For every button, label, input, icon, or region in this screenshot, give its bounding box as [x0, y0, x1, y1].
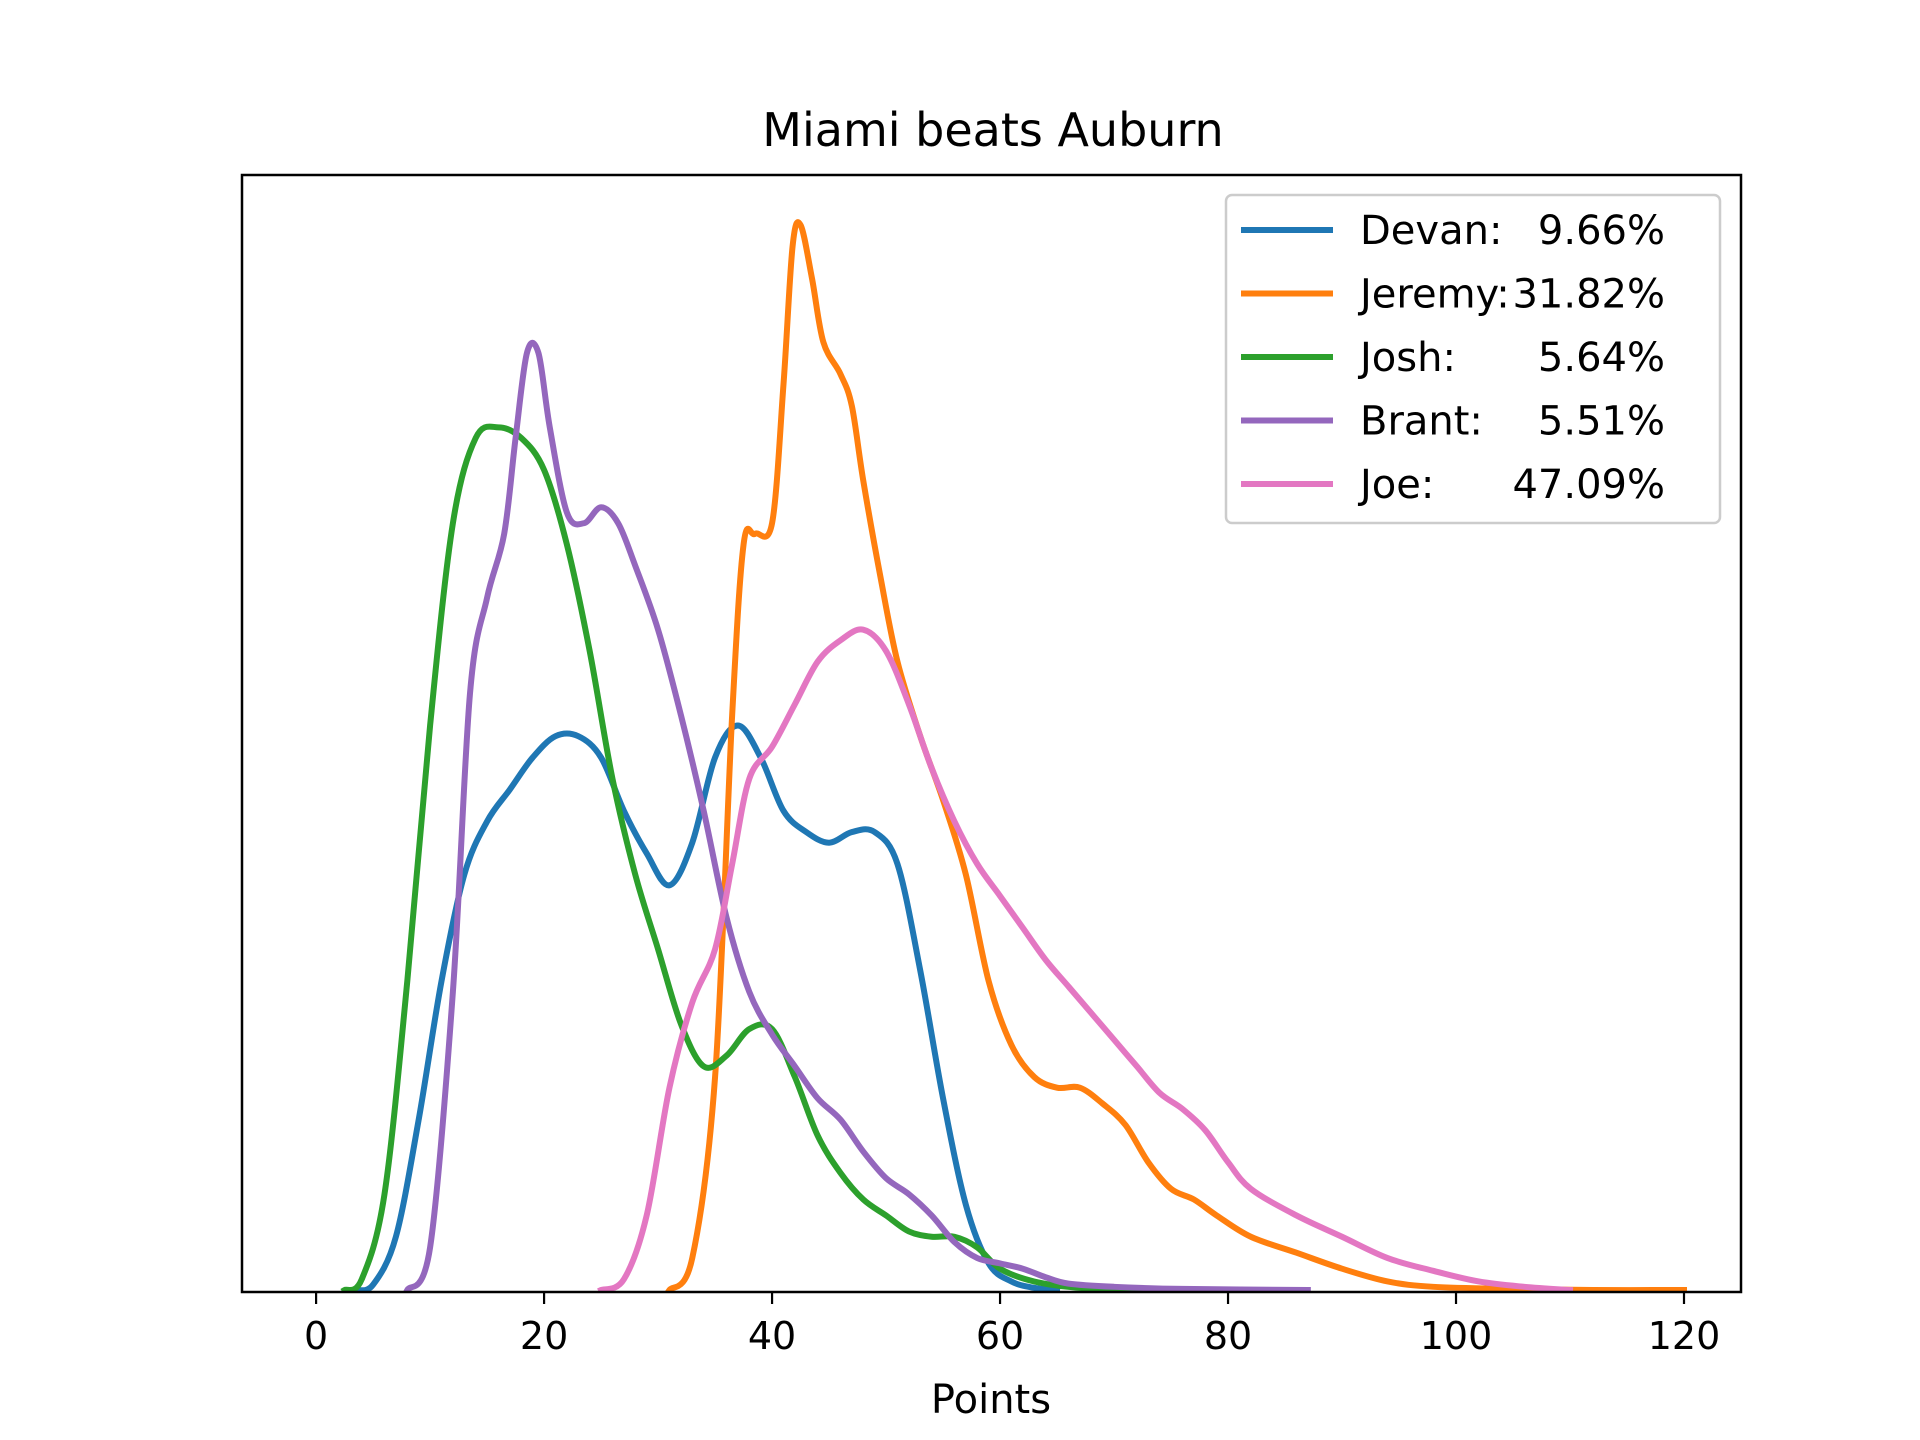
legend-percentage: 31.82% — [1512, 272, 1665, 318]
legend-label: Jeremy: — [1357, 272, 1510, 318]
series-line-josh — [340, 423, 1152, 1292]
legend-entries: Devan: 9.66% Jeremy: 31.82% Josh: 5.64% Brant:… — [1241, 208, 1665, 508]
x-tick-label: 60 — [976, 1314, 1024, 1358]
legend-percentage: 9.66% — [1538, 208, 1665, 254]
axes-frame — [240, 173, 1743, 1294]
x-tick-label: 40 — [748, 1314, 796, 1358]
x-axis-label: Points — [931, 1377, 1051, 1423]
legend-percentage: 47.09% — [1512, 462, 1665, 508]
legend-percentage: 5.64% — [1538, 335, 1665, 381]
legend-box — [1224, 193, 1722, 525]
legend: Devan: 9.66% Jeremy: 31.82% Josh: 5.64% Brant:… — [1224, 193, 1722, 525]
x-tick-label: 0 — [304, 1314, 328, 1358]
series-line-brant — [403, 339, 1311, 1292]
x-tick-label: 80 — [1204, 1314, 1252, 1358]
legend-percentage: 5.51% — [1538, 399, 1665, 445]
x-tick-label: 20 — [520, 1314, 568, 1358]
x-axis: 0 20 40 60 80 100 120 — [304, 1292, 1720, 1358]
chart-title: Miami beats Auburn — [762, 103, 1223, 157]
series-line-joe — [597, 626, 1574, 1292]
x-tick-label: 120 — [1648, 1314, 1721, 1358]
legend-label: Joe: — [1357, 462, 1434, 508]
legend-label: Josh: — [1357, 335, 1456, 381]
x-tick-label: 100 — [1420, 1314, 1493, 1358]
legend-label: Brant: — [1360, 399, 1483, 445]
plot-area — [340, 219, 1688, 1292]
legend-label: Devan: — [1360, 208, 1502, 254]
